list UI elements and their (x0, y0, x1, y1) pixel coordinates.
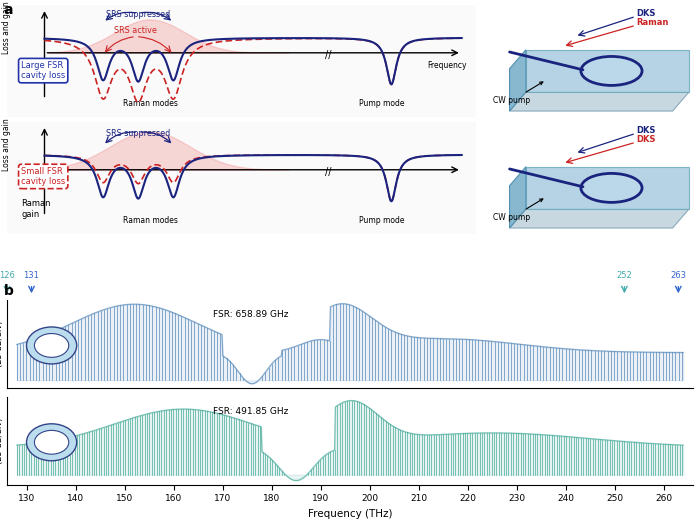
Text: a: a (4, 3, 13, 17)
Text: 131: 131 (24, 271, 39, 280)
Text: b: b (4, 284, 13, 298)
Text: CW pump: CW pump (494, 82, 542, 105)
Ellipse shape (581, 173, 642, 202)
Text: Pump mode: Pump mode (359, 216, 405, 226)
Text: FSR: 491.85 GHz: FSR: 491.85 GHz (213, 407, 288, 416)
Text: Loss and gain: Loss and gain (2, 1, 11, 54)
Y-axis label: Optical power
(25 dB/div): Optical power (25 dB/div) (0, 411, 4, 470)
Text: Large FSR
cavity loss: Large FSR cavity loss (21, 61, 65, 80)
Text: DKS: DKS (636, 126, 655, 135)
Text: Small FSR
cavity loss: Small FSR cavity loss (21, 167, 65, 186)
Text: //: // (325, 167, 331, 177)
Text: SRS active: SRS active (115, 26, 158, 34)
Text: Frequency: Frequency (427, 61, 466, 70)
Polygon shape (526, 167, 689, 209)
Text: 252: 252 (617, 271, 632, 280)
Text: 126: 126 (0, 271, 15, 280)
Text: Loss and gain: Loss and gain (2, 118, 11, 171)
X-axis label: Frequency (THz): Frequency (THz) (308, 509, 392, 519)
Polygon shape (510, 92, 689, 111)
Text: Raman modes: Raman modes (122, 100, 177, 108)
Polygon shape (526, 50, 689, 92)
Text: //: // (325, 51, 331, 60)
Text: Raman
gain: Raman gain (21, 200, 50, 219)
Text: Raman modes: Raman modes (122, 216, 177, 226)
Text: SRS suppressed: SRS suppressed (106, 10, 170, 19)
Polygon shape (510, 167, 526, 228)
Text: SRS suppressed: SRS suppressed (106, 129, 170, 138)
Y-axis label: Optical power
(25 dB/div): Optical power (25 dB/div) (0, 315, 4, 373)
Polygon shape (510, 209, 689, 228)
Text: Raman: Raman (636, 18, 668, 27)
Ellipse shape (581, 56, 642, 85)
Text: 263: 263 (671, 271, 686, 280)
Text: CW pump: CW pump (494, 199, 542, 222)
Text: DKS: DKS (636, 9, 655, 18)
Text: DKS: DKS (636, 135, 655, 144)
Polygon shape (510, 50, 526, 111)
Text: FSR: 658.89 GHz: FSR: 658.89 GHz (213, 311, 288, 319)
Text: Pump mode: Pump mode (359, 100, 405, 108)
